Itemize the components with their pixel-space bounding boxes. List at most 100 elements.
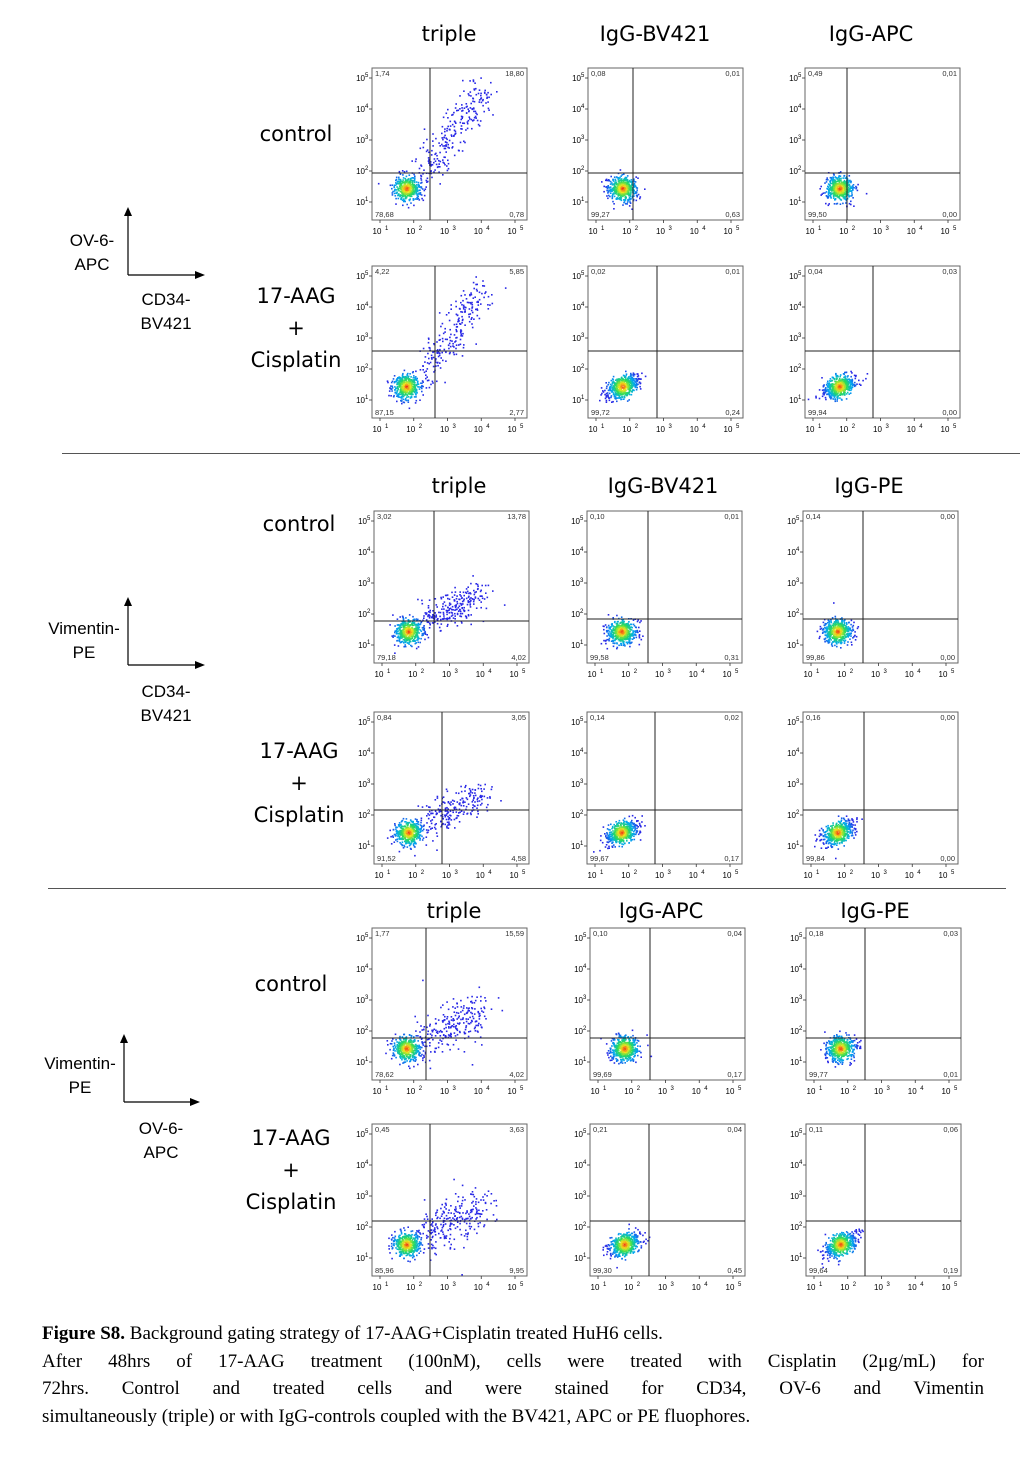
event-point [399,616,401,618]
event-point [481,99,484,102]
event-point [638,634,641,636]
event-point [398,629,401,631]
event-point [829,392,831,394]
event-point [846,391,849,394]
event-point [407,628,410,630]
event-point [432,614,434,617]
event-point [616,634,618,637]
event-point [438,334,441,337]
event-point [391,390,393,392]
event-point [454,341,456,343]
x-tick-exponent: 2 [419,424,423,430]
event-point [837,388,840,391]
event-point [430,165,432,167]
event-point [621,626,623,629]
event-point [461,315,463,318]
event-point [619,182,622,185]
event-point [406,629,408,631]
event-point [851,380,853,383]
event-point [629,387,632,389]
event-point [411,390,413,392]
event-point [391,635,393,637]
event-point [616,397,619,399]
event-point [839,186,842,189]
y-tick-label: 10 [789,272,798,281]
event-point [397,197,400,200]
event-point [628,380,631,383]
event-point [619,190,621,192]
event-point [404,382,407,385]
event-point [388,390,391,392]
event-point [398,632,401,635]
event-point [405,381,407,384]
event-point [390,381,393,384]
event-point [846,198,849,200]
event-point [454,609,456,611]
event-point [836,188,838,190]
event-point [832,376,834,379]
event-point [612,200,614,203]
event-point [401,195,404,197]
event-point [485,102,487,104]
event-point [842,388,844,391]
event-point [411,633,413,636]
event-point [491,294,493,296]
event-point [405,397,407,400]
event-point [487,295,490,298]
event-point [478,317,481,320]
event-point [613,208,615,210]
event-point [470,597,472,599]
event-point [619,383,622,386]
event-point [621,179,624,182]
event-point [398,376,401,378]
event-point [404,630,406,633]
event-point [409,379,411,381]
event-point [618,186,620,188]
event-point [606,647,609,650]
y-tick-label: 10 [358,579,367,588]
event-point [446,127,448,130]
event-point [617,636,620,638]
event-point [453,599,456,601]
event-point [617,384,619,386]
quadrant-value: 0,00 [942,408,957,417]
event-point [411,188,414,191]
event-point [446,165,448,167]
x-tick-exponent: 5 [736,226,740,232]
event-point [835,373,837,375]
event-point [828,194,830,197]
event-point [434,160,437,162]
event-point [400,183,403,185]
event-point [486,97,488,99]
y-tick-label: 10 [572,136,581,145]
event-point [421,390,423,393]
event-point [605,392,608,395]
event-point [611,631,613,633]
event-point [480,77,482,79]
event-point [631,632,634,635]
event-point [635,176,637,178]
event-point [449,120,452,123]
event-point [436,166,439,169]
y-tick-label: 10 [572,74,581,83]
event-point [619,638,622,641]
event-point [458,605,461,607]
event-point [616,389,618,392]
event-point [605,382,607,384]
event-point [618,644,620,647]
event-point [442,145,444,147]
event-point [409,393,411,395]
event-point [844,377,847,379]
event-point [403,182,405,185]
event-point [628,196,631,199]
event-point [436,351,438,354]
event-point [399,396,401,398]
event-point [632,630,634,632]
event-point [444,134,446,137]
event-point [838,178,841,180]
event-point [472,281,475,284]
y-tick-exponent: 4 [581,104,585,110]
event-point [841,387,844,390]
event-point [837,187,840,190]
event-point [422,385,424,388]
